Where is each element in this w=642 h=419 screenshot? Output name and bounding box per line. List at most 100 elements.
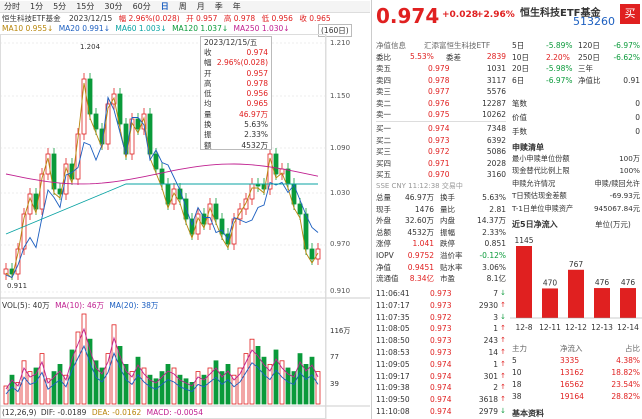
return-period: 20日 (512, 64, 530, 74)
tab-1m[interactable]: 1分 (30, 2, 44, 11)
flow-value-label: 470 (543, 278, 558, 287)
flow-title: 近5日净流入 (512, 220, 558, 229)
vol-legend: VOL(5): 40万 MA(10): 46万 MA(20): 38万 (2, 300, 158, 311)
volume-bar (45, 378, 51, 405)
buy-button[interactable]: 买 (620, 4, 640, 24)
bid-row: 买五 0.970 3160 (376, 169, 506, 180)
volume-bar (243, 353, 249, 405)
subscribe-row: 现金替代比例上限 100% (512, 165, 640, 176)
flow-date-label: 12-12 (565, 323, 587, 332)
tab-5m[interactable]: 5分 (53, 2, 67, 11)
tooltip-value: 2.96%(0.028) (216, 58, 268, 68)
tick-volume: 2930 (478, 300, 498, 310)
candle-body (159, 168, 165, 185)
ma250-label: MA250 1.030↓ (233, 24, 290, 33)
ma20-line (5, 95, 319, 279)
tab-30m[interactable]: 30分 (104, 2, 123, 11)
volume-bar (219, 371, 225, 405)
tab-day[interactable]: 日 (160, 2, 169, 11)
stat-value: 2.33% (482, 227, 506, 237)
candle-body (219, 218, 225, 235)
flow-table-row: 38 19164 28.82% (512, 391, 640, 402)
volume-bar (249, 338, 255, 405)
flow-bar (542, 288, 558, 318)
volume-bar (201, 374, 207, 405)
subscribe-title: 申赎清单 (512, 143, 544, 152)
book-price: 0.978 (428, 75, 450, 85)
volume-bar (15, 381, 21, 405)
volume-bar (195, 371, 201, 405)
period-select[interactable]: (160日) (318, 24, 352, 37)
flow-days: 10 (512, 368, 522, 377)
volume-bar (237, 367, 243, 405)
info-row: 价值 0 (512, 112, 640, 123)
candle-body (309, 248, 315, 260)
ma10-line (5, 82, 319, 279)
volume-bar (63, 374, 69, 405)
bid-row: 买一 0.974 7348 (376, 123, 506, 134)
axis-tick: 0.910 (330, 287, 351, 295)
volume-bar (75, 331, 81, 405)
volume-bar (51, 371, 57, 405)
tick-direction-icon: ↑ (500, 371, 506, 380)
tick-volume: 301 (483, 371, 498, 381)
tab-year[interactable]: 年 (232, 2, 241, 11)
tick-time: 11:09:50 (376, 395, 410, 405)
tab-15m[interactable]: 15分 (76, 2, 95, 11)
tooltip-value: 46.97万 (239, 109, 268, 119)
volume-bar (111, 324, 117, 405)
volume-bar (27, 371, 33, 405)
candle-body (201, 213, 207, 225)
volume-bar (99, 367, 105, 405)
info-key: 手数 (512, 127, 527, 136)
candle-body (237, 208, 243, 220)
flow-table-header: 主力 净流入 占比 (512, 343, 640, 354)
tab-60m[interactable]: 60分 (132, 2, 151, 11)
volume-bar (69, 349, 75, 405)
return-value: -5.98% (546, 64, 573, 74)
flow-amount: 3335 (560, 356, 580, 365)
stat-value: 1476 (414, 204, 434, 214)
stat-value: 0.9752 (407, 251, 434, 260)
period-tabs: 分时 1分 5分 15分 30分 60分日周月季年 (0, 1, 370, 13)
tick-direction-icon: ↓ (500, 407, 506, 415)
flow-value-label: 476 (621, 278, 636, 287)
candle-body (57, 188, 63, 195)
stat-key: 总量 (376, 193, 391, 202)
tick-time: 11:10:08 (376, 407, 410, 416)
flow-bar-chart: 1145 12-8 470 12-11 767 12-12 476 12-13 476 12-14 (510, 236, 642, 332)
tab-fenshi[interactable]: 分时 (4, 2, 20, 11)
tab-quarter[interactable]: 季 (214, 2, 223, 11)
flow-value-label: 767 (569, 260, 584, 269)
price-change: +0.028 (442, 10, 479, 20)
stat-key: 换手 (440, 193, 455, 202)
volume-bar (267, 363, 273, 405)
volume-bar (117, 345, 123, 405)
candle-body (69, 163, 75, 180)
flow-table-row: 18 16562 23.54% (512, 379, 640, 390)
tooltip-row: 低 0.956 (204, 89, 268, 99)
flow-value-label: 476 (595, 278, 610, 287)
volume-bar (279, 360, 285, 405)
quote-low: 低 0.956 (261, 14, 293, 23)
flow-col: 净流入 (560, 344, 583, 353)
stat-key: 涨停 (376, 239, 391, 249)
tab-month[interactable]: 月 (196, 2, 205, 11)
volume-bar (225, 363, 231, 405)
basic-info-title[interactable]: 基本资料 (512, 409, 544, 418)
stat-key: 跌停 (440, 239, 455, 249)
tab-week[interactable]: 周 (178, 2, 187, 11)
book-label: 买二 (376, 135, 391, 145)
subscribe-row: 申赎允许情况 申赎/赎回允许 (512, 178, 640, 189)
volume-bar (135, 356, 141, 405)
tick-time: 11:06:41 (376, 289, 410, 298)
volume-bar (3, 385, 9, 405)
stat-value: 1.041 (412, 239, 434, 249)
stat-key: 流通值 (376, 274, 399, 284)
stat-key: 外盘 (376, 216, 391, 226)
ask-row: 卖四 0.978 3117 (376, 75, 506, 86)
kline-chart[interactable] (0, 34, 370, 419)
quote-amp: 幅 2.96%(0.028) (118, 14, 180, 23)
book-price: 0.973 (428, 135, 450, 145)
volume-bar (81, 313, 87, 405)
